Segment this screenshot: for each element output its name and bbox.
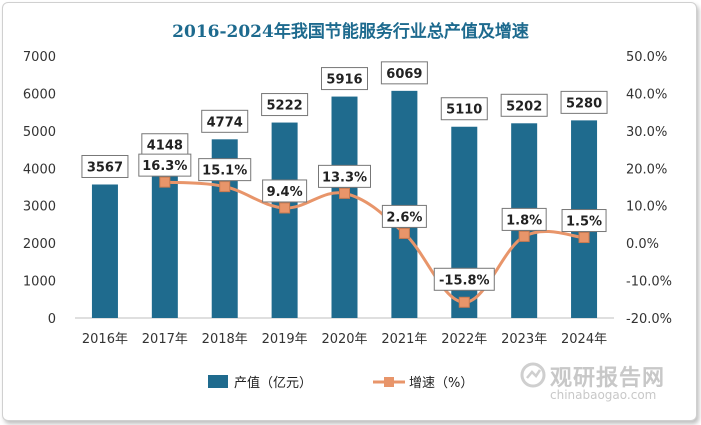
growth-marker	[518, 230, 530, 242]
bar-value-label-group: 5222	[261, 93, 309, 117]
growth-label-group: 2.6%	[381, 204, 427, 228]
bar-value-label-box	[261, 93, 309, 117]
y-right-tick-label: 30.0%	[626, 125, 667, 140]
x-tick-label: 2020年	[321, 332, 367, 347]
growth-label-box	[561, 209, 607, 233]
x-tick-label: 2016年	[82, 332, 128, 347]
growth-marker	[279, 202, 291, 214]
bar-value-label-box	[81, 154, 129, 178]
watermark: 观研报告网 chinabaogao.com	[520, 360, 700, 410]
growth-label: 13.3%	[322, 170, 367, 185]
bar-value-label: 5916	[326, 73, 362, 88]
growth-marker	[398, 227, 410, 239]
watermark-url: chinabaogao.com	[550, 388, 657, 402]
x-tick-label: 2023年	[501, 332, 547, 347]
growth-label-box	[433, 267, 495, 291]
y-left-tick-label: 6000	[23, 87, 56, 102]
y-left-tick-label: 5000	[23, 125, 56, 140]
bar-value-label-group: 3567	[81, 154, 129, 178]
legend: 产值（亿元） 增速（%）	[208, 375, 473, 391]
bar	[151, 162, 178, 318]
bar-value-label-group: 6069	[380, 61, 428, 85]
watermark-name: 观研报告网	[550, 366, 666, 391]
growth-label-group: 16.3%	[138, 153, 192, 177]
legend-line-marker	[384, 377, 394, 387]
bar-value-label-group: 4774	[201, 109, 249, 133]
growth-label: 15.1%	[202, 164, 247, 179]
growth-label-box	[198, 158, 252, 182]
x-tick-label: 2024年	[561, 332, 607, 347]
x-tick-label: 2018年	[202, 332, 248, 347]
x-tick-label: 2019年	[262, 332, 308, 347]
y-right-tick-label: 50.0%	[626, 50, 667, 65]
y-right-tick-label: 20.0%	[626, 162, 667, 177]
growth-label-box	[262, 179, 308, 203]
growth-label-group: -15.8%	[433, 267, 495, 291]
bar-value-label-box	[500, 93, 548, 117]
y-left-tick-label: 1000	[23, 275, 56, 290]
bar-value-label-box	[380, 61, 428, 85]
bar-value-label-group: 4148	[141, 133, 189, 157]
growth-marker	[219, 181, 231, 193]
bar-value-label-box	[440, 97, 488, 121]
growth-label-box	[138, 153, 192, 177]
y-right-tick-label: 10.0%	[626, 200, 667, 215]
growth-marker	[578, 232, 590, 244]
bar-value-label: 5110	[446, 103, 482, 118]
chart-title: 2016-2024年我国节能服务行业总产值及增速	[172, 22, 529, 42]
growth-label: -15.8%	[439, 273, 490, 288]
growth-label-group: 1.8%	[501, 207, 547, 231]
bar-value-label: 5222	[267, 99, 303, 114]
y-left-tick-label: 2000	[23, 237, 56, 252]
growth-label: 16.3%	[142, 159, 187, 174]
legend-bar-swatch	[208, 375, 228, 388]
bar-value-label-box	[321, 67, 368, 91]
y-left-tick-label: 7000	[23, 50, 56, 65]
growth-label-box	[318, 164, 371, 188]
growth-label: 1.8%	[506, 213, 542, 228]
growth-marker	[159, 176, 171, 188]
bar	[331, 96, 358, 318]
growth-label-group: 1.5%	[561, 209, 607, 233]
growth-marker	[339, 187, 350, 199]
growth-label-group: 9.4%	[262, 179, 308, 203]
bar-value-label-box	[560, 90, 608, 114]
bar-value-label: 4774	[207, 115, 243, 130]
bar-value-label: 5280	[566, 96, 602, 111]
y-right-tick-label: 0.0%	[626, 237, 659, 252]
y-right-tick-label: -20.0%	[626, 312, 672, 327]
bar-value-label: 4148	[147, 139, 183, 154]
x-tick-label: 2022年	[441, 332, 487, 347]
growth-label: 2.6%	[386, 210, 422, 225]
y-left-tick-label: 4000	[23, 162, 56, 177]
bar-value-label-box	[201, 109, 249, 133]
y-left-tick-label: 0	[48, 312, 56, 327]
bar-value-label: 5202	[506, 99, 542, 114]
watermark-logo-icon	[520, 362, 546, 388]
x-tick-label: 2021年	[381, 332, 427, 347]
y-left-tick-label: 3000	[23, 200, 56, 215]
bar-value-label-group: 5202	[500, 93, 548, 117]
bar	[91, 184, 118, 318]
y-right-tick-label: 40.0%	[626, 87, 667, 102]
growth-label: 1.5%	[566, 215, 602, 230]
growth-label-box	[501, 207, 547, 231]
legend-line-label: 增速（%）	[409, 376, 473, 391]
bar-value-label: 6069	[386, 67, 422, 82]
bar	[271, 122, 298, 318]
growth-label-box	[381, 204, 427, 228]
bar-value-label: 3567	[87, 160, 123, 175]
growth-label-group: 15.1%	[198, 158, 252, 182]
y-right-tick-label: -10.0%	[626, 275, 672, 290]
x-tick-label: 2017年	[142, 332, 188, 347]
growth-marker	[458, 296, 470, 308]
bar-value-label-group: 5280	[560, 90, 608, 114]
bar-value-label-group: 5110	[440, 97, 488, 121]
bar	[391, 90, 418, 318]
growth-label-group: 13.3%	[318, 164, 371, 188]
legend-bar-label: 产值（亿元）	[234, 375, 312, 391]
growth-label: 9.4%	[267, 185, 303, 200]
bar-value-label-group: 5916	[321, 67, 368, 91]
